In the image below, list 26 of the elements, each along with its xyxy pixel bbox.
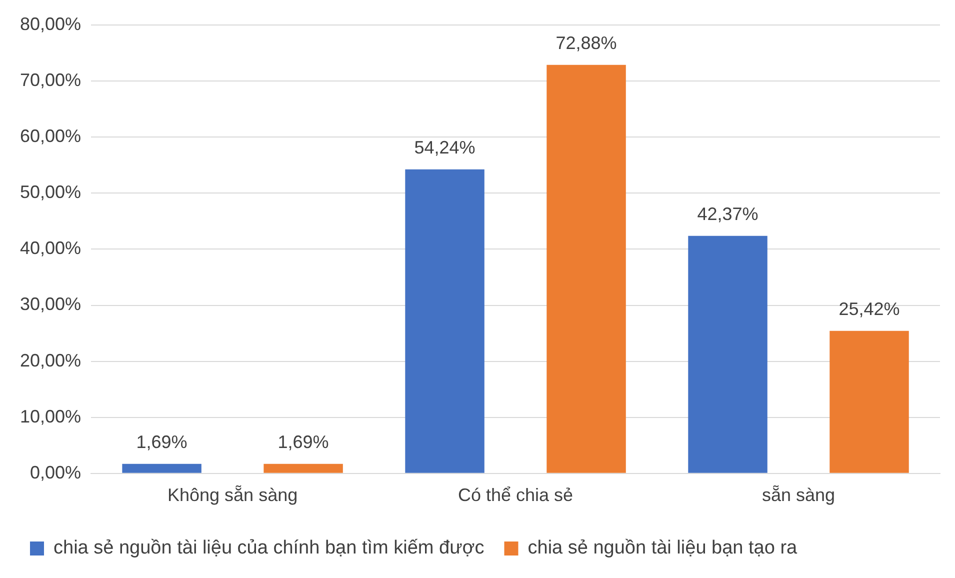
bar <box>264 464 343 473</box>
y-tick-label: 10,00% <box>20 406 82 426</box>
y-tick-label: 30,00% <box>20 294 82 314</box>
data-label: 25,42% <box>838 298 900 319</box>
x-tick-label: Không sẵn sàng <box>167 485 298 506</box>
data-label: 1,69% <box>278 432 329 452</box>
bar <box>830 330 909 473</box>
bar <box>122 464 202 473</box>
data-label: 72,88% <box>556 32 617 53</box>
y-tick-label: 60,00% <box>20 126 82 146</box>
bar <box>405 169 484 473</box>
y-tick-label: 0,00% <box>30 462 82 482</box>
y-tick-label: 20,00% <box>20 350 82 370</box>
data-label: 1,69% <box>136 432 188 452</box>
legend-label: chia sẻ nguồn tài liệu bạn tạo ra <box>528 538 798 559</box>
x-tick-label: Có thể chia sẻ <box>458 485 574 506</box>
y-tick-label: 70,00% <box>20 70 82 90</box>
x-tick-label: sẵn sàng <box>762 485 836 506</box>
legend-label: chia sẻ nguồn tài liệu của chính bạn tìm kiếm được <box>54 538 484 559</box>
data-label: 54,24% <box>414 137 476 158</box>
y-tick-label: 40,00% <box>20 238 82 258</box>
data-label: 42,37% <box>697 204 758 224</box>
bar <box>546 64 626 473</box>
y-tick-label: 50,00% <box>20 182 82 202</box>
bar <box>688 236 768 473</box>
y-tick-label: 80,00% <box>20 14 82 34</box>
